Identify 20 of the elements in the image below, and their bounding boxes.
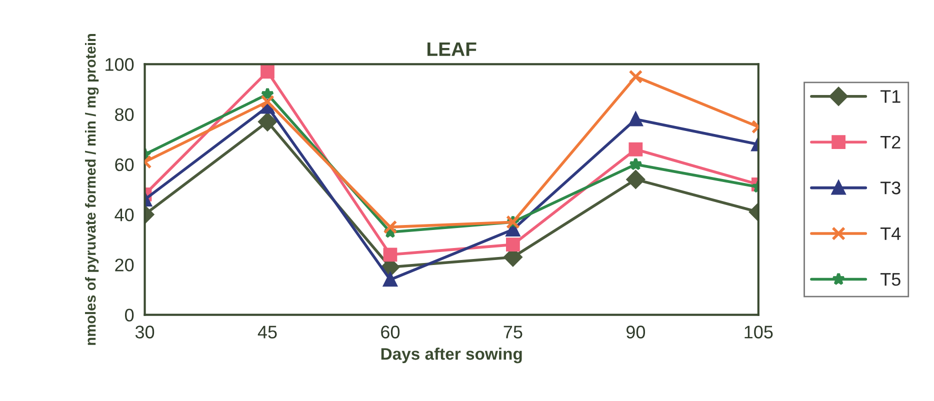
x-tick-label: 105 <box>744 326 773 338</box>
y-tick-label: 20 <box>115 258 134 272</box>
legend-label: T5 <box>880 273 900 286</box>
y-axis-title: nmoles of pyruvate formed / min / mg protein <box>85 34 99 345</box>
x-tick-label: 90 <box>626 326 646 338</box>
legend-label: T4 <box>880 227 901 240</box>
y-tick-label: 60 <box>115 158 134 172</box>
x-tick-label: 45 <box>258 326 277 338</box>
x-tick-label: 60 <box>381 326 400 338</box>
x-axis-title: Days after sowing <box>381 348 522 364</box>
chart-title: LEAF <box>428 42 476 56</box>
legend-label: T1 <box>880 90 900 103</box>
y-tick-label: 80 <box>115 108 134 122</box>
x-tick-label: 75 <box>504 326 522 338</box>
x-tick-label: 30 <box>135 326 154 338</box>
legend-label: T2 <box>880 136 900 148</box>
y-tick-label: 40 <box>114 208 134 222</box>
y-tick-label: 100 <box>106 58 134 71</box>
legend-label: T3 <box>880 182 900 194</box>
y-tick-label: 0 <box>125 308 134 322</box>
